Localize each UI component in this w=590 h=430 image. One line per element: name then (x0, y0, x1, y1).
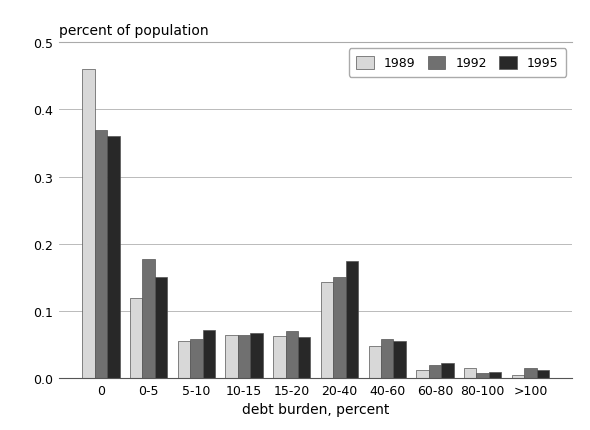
Bar (489, 372, 501, 378)
Bar (95, 130, 107, 378)
Bar (130, 298, 142, 378)
Bar (83, 70, 95, 378)
Bar (321, 283, 333, 378)
Legend: 1989, 1992, 1995: 1989, 1992, 1995 (349, 49, 566, 78)
Bar (155, 278, 167, 378)
Bar (178, 341, 190, 378)
Bar (238, 335, 250, 378)
Bar (250, 333, 263, 378)
Bar (298, 337, 310, 378)
Bar (202, 330, 215, 378)
Bar (512, 375, 524, 378)
Bar (286, 332, 298, 378)
Bar (142, 259, 155, 378)
Bar (107, 137, 120, 378)
Bar (369, 346, 381, 378)
Text: percent of population: percent of population (59, 24, 209, 38)
Bar (273, 336, 286, 378)
X-axis label: debt burden, percent: debt burden, percent (242, 402, 389, 416)
Bar (536, 370, 549, 378)
Bar (441, 364, 454, 378)
Bar (394, 341, 406, 378)
Bar (524, 369, 536, 378)
Bar (346, 261, 358, 378)
Bar (464, 369, 477, 378)
Bar (429, 365, 441, 378)
Bar (225, 335, 238, 378)
Bar (381, 340, 394, 378)
Bar (477, 373, 489, 378)
Bar (333, 278, 346, 378)
Bar (190, 340, 202, 378)
Bar (417, 370, 429, 378)
